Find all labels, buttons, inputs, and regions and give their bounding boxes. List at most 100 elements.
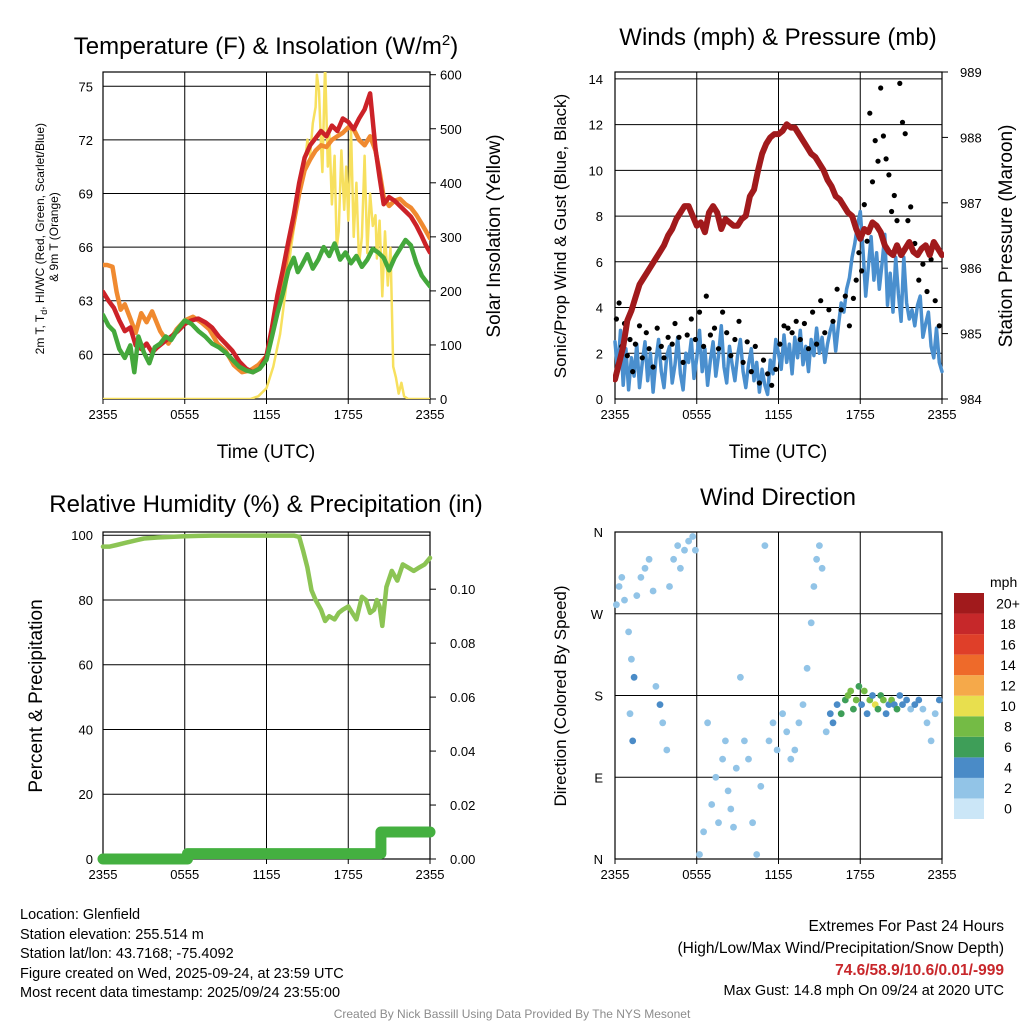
- wind-direction-point: [874, 705, 882, 713]
- y-tick-label: N: [594, 852, 603, 867]
- gust-point: [728, 353, 734, 359]
- colorbar-box: [954, 695, 984, 717]
- gust-point: [707, 332, 714, 338]
- wind-direction-point: [779, 710, 786, 718]
- wind-direction-point: [613, 601, 620, 609]
- wind-direction-point: [931, 710, 939, 718]
- x-tick-label: 1155: [765, 867, 793, 882]
- wind-direction-point: [749, 819, 756, 827]
- gust-point: [665, 334, 671, 340]
- gust-point: [777, 341, 783, 347]
- wind-direction-point: [722, 737, 729, 745]
- colorbar-label: 20+: [996, 595, 1020, 611]
- wdir-points: [613, 533, 943, 858]
- gust-point: [650, 364, 656, 370]
- wind-direction-point: [896, 692, 904, 699]
- wind-direction-point: [700, 828, 707, 836]
- gust-point: [897, 80, 903, 86]
- wind-direction-point: [719, 755, 726, 763]
- colorbar-box: [954, 593, 984, 614]
- gust-point: [846, 323, 853, 329]
- wind-direction-point: [923, 719, 931, 727]
- wdir-ylabel: Direction (Colored By Speed): [551, 585, 570, 806]
- max-gust-text: Max Gust: 14.8 mph On 09/24 at 2020 UTC: [723, 983, 1004, 999]
- wind-plot: 0 2 4 6 8 10 12 14 984 985 986 987 988 989 2355 0555 115…: [589, 65, 982, 422]
- wind-direction-point: [869, 692, 876, 699]
- x-tick-label: 2355: [601, 867, 630, 882]
- y-tick-label-right: 986: [960, 261, 982, 276]
- wind-direction-point: [618, 574, 626, 581]
- gust-point: [861, 202, 867, 208]
- y-tick-label-left: 69: [79, 187, 93, 202]
- wind-direction-point: [757, 782, 765, 790]
- wind-direction-point: [919, 705, 927, 713]
- wind-direction-point: [663, 746, 671, 754]
- gust-point: [701, 343, 707, 349]
- wind-direction-point: [833, 701, 841, 708]
- wind-direction-point: [715, 819, 722, 827]
- gust-point: [765, 371, 771, 377]
- gust-point: [684, 332, 690, 338]
- y-tick-label-left: 6: [596, 255, 603, 270]
- colorbar-label: 8: [1004, 719, 1012, 735]
- wind-direction-point: [670, 555, 677, 563]
- y-tick-label-right: 0: [440, 392, 447, 407]
- gust-point: [859, 268, 865, 274]
- y-tick-label-right: 0.00: [450, 852, 475, 867]
- wind-direction-point: [727, 805, 735, 813]
- elevation-text: Station elevation: 255.514 m: [20, 926, 204, 943]
- wind-direction-point: [850, 705, 857, 713]
- wind-direction-point: [773, 746, 781, 754]
- wind-direction-point: [732, 764, 740, 772]
- wind-direction-point: [753, 851, 761, 858]
- created-text: Figure created on Wed, 2025-09-24, at 23…: [20, 965, 344, 982]
- y-tick-label-right: 200: [440, 284, 462, 299]
- wind-direction-point: [795, 719, 803, 727]
- y-tick-label-left: 60: [79, 658, 93, 673]
- wind-direction-point: [621, 596, 628, 604]
- y-tick-label-right: 0.10: [450, 582, 475, 597]
- gust-point: [801, 320, 808, 327]
- wind-direction-point: [816, 542, 823, 549]
- series-gust: [613, 80, 942, 388]
- gust-point: [920, 261, 926, 267]
- y-tick-label-right: 400: [440, 176, 462, 191]
- gust-point: [805, 346, 812, 352]
- gust-point: [616, 300, 622, 306]
- gust-point: [624, 353, 630, 359]
- gust-point: [826, 307, 832, 313]
- wind-direction-point: [724, 787, 732, 795]
- colorbar-label: 12: [1000, 677, 1016, 693]
- wind-direction-point: [652, 683, 660, 690]
- wind-direction-point: [630, 673, 638, 681]
- temp-xlabel: Time (UTC): [217, 442, 316, 463]
- gust-point: [643, 330, 649, 336]
- gust-point: [627, 336, 633, 343]
- colorbar-label: 14: [1000, 657, 1016, 673]
- temp-series: [103, 72, 430, 399]
- gust-point: [669, 341, 675, 347]
- wind-direction-point: [907, 705, 915, 713]
- wind-xlabel: Time (UTC): [729, 442, 828, 463]
- wind-ylabel-right: Station Pressure (Maroon): [996, 125, 1017, 348]
- gust-point: [748, 369, 754, 375]
- gust-point: [720, 309, 726, 315]
- y-tick-label-right: 989: [960, 65, 982, 80]
- credit-text: Created By Nick Bassill Using Data Provi…: [333, 1007, 691, 1021]
- gust-point: [886, 172, 892, 178]
- gust-point: [613, 316, 620, 322]
- gust-point: [661, 355, 667, 361]
- wind-direction-point: [837, 710, 845, 718]
- wind-direction-point: [666, 583, 673, 590]
- y-tick-label-right: 500: [440, 122, 462, 137]
- wind-direction-point: [681, 546, 688, 554]
- x-tick-label: 1755: [334, 407, 363, 422]
- y-tick-label-right: 0.04: [450, 744, 475, 759]
- gust-point: [872, 138, 878, 144]
- gust-point: [703, 293, 709, 299]
- x-tick-label: 2355: [601, 407, 630, 422]
- x-tick-label: 0555: [170, 867, 199, 882]
- wind-series: [613, 80, 944, 397]
- gust-point: [711, 325, 718, 331]
